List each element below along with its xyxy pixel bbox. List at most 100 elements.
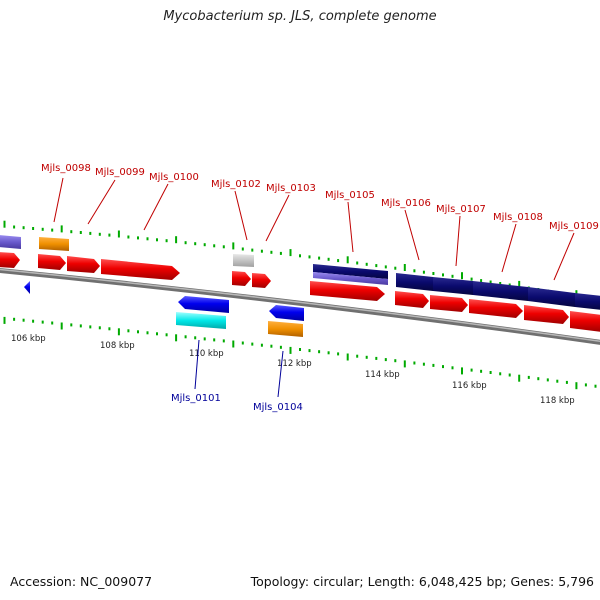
minor-tick	[222, 339, 225, 343]
minor-tick	[146, 237, 149, 241]
minor-tick	[203, 243, 206, 247]
minor-tick	[260, 249, 263, 253]
accession-text: Accession: NC_009077	[10, 574, 153, 589]
minor-tick	[13, 225, 16, 229]
protein-feature[interactable]	[575, 293, 600, 310]
minor-tick	[241, 247, 244, 251]
minor-tick	[451, 274, 454, 278]
minor-tick	[432, 272, 435, 275]
minor-tick	[41, 320, 44, 324]
gene-label[interactable]: Mjls_0098	[41, 163, 91, 174]
minor-tick	[241, 341, 244, 345]
scale-label: 110 kbp	[189, 349, 224, 359]
cds-forward-arrow[interactable]	[101, 259, 180, 280]
major-tick	[175, 334, 178, 342]
minor-tick	[279, 251, 282, 255]
cds-forward-arrow[interactable]	[570, 311, 600, 332]
protein-feature[interactable]	[528, 287, 575, 307]
cds-reverse-feature[interactable]	[176, 312, 226, 329]
minor-tick	[356, 354, 359, 358]
cds-reverse-arrow[interactable]	[178, 296, 229, 313]
major-tick	[403, 360, 406, 368]
scale-label: 112 kbp	[277, 359, 312, 369]
gene-label[interactable]: Mjls_0109	[549, 221, 599, 232]
minor-tick	[365, 355, 368, 359]
cds-forward-arrow[interactable]	[469, 299, 523, 318]
gene-label[interactable]: Mjls_0102	[211, 179, 261, 190]
minor-tick	[327, 257, 330, 261]
minor-tick	[108, 327, 111, 331]
minor-tick	[470, 368, 473, 372]
gene-label[interactable]: Mjls_0100	[149, 172, 199, 183]
minor-tick	[365, 262, 368, 266]
minor-tick	[79, 324, 82, 328]
minor-tick	[480, 369, 483, 373]
minor-tick	[394, 266, 397, 270]
major-tick	[3, 220, 6, 228]
protein-feature[interactable]	[233, 254, 254, 267]
cds-forward-arrow[interactable]	[430, 295, 468, 312]
minor-tick	[442, 273, 444, 277]
protein-feature[interactable]	[39, 237, 69, 251]
cds-forward-arrow[interactable]	[395, 291, 429, 308]
bottom-leader-lines	[194, 339, 284, 398]
protein-feature[interactable]	[0, 235, 21, 249]
minor-tick	[194, 336, 197, 340]
protein-feature[interactable]	[473, 281, 528, 301]
cds-forward-arrow[interactable]	[232, 271, 251, 286]
minor-tick	[308, 255, 311, 259]
scale-label: 118 kbp	[540, 396, 575, 406]
minor-tick	[260, 343, 263, 347]
minor-tick	[213, 338, 216, 342]
gene-label[interactable]: Mjls_0099	[95, 167, 145, 178]
minor-tick	[165, 239, 168, 243]
minor-tick	[422, 362, 425, 366]
cds-forward-arrow[interactable]	[38, 254, 66, 270]
protein-feature[interactable]	[313, 272, 388, 285]
major-tick	[403, 264, 406, 271]
minor-tick	[251, 342, 254, 346]
minor-tick	[394, 359, 397, 363]
minor-tick	[384, 358, 387, 362]
gene-label[interactable]: Mjls_0103	[266, 183, 316, 194]
minor-tick	[127, 235, 130, 239]
major-tick	[117, 328, 120, 336]
major-tick	[518, 374, 521, 382]
minor-tick	[270, 250, 273, 254]
minor-tick	[98, 326, 101, 330]
scale-label: 106 kbp	[11, 334, 46, 344]
scale-label: 108 kbp	[100, 341, 135, 351]
minor-tick	[32, 319, 35, 323]
cds-reverse-feature[interactable]	[268, 321, 303, 337]
major-tick	[289, 346, 292, 354]
cds-forward-arrow[interactable]	[252, 273, 271, 288]
gene-label[interactable]: Mjls_0108	[493, 212, 543, 223]
gene-label[interactable]: Mjls_0101	[171, 393, 221, 404]
gene-label[interactable]: Mjls_0105	[325, 190, 375, 201]
protein-feature[interactable]	[433, 277, 473, 295]
gene-label[interactable]: Mjls_0104	[253, 402, 303, 413]
cds-reverse-arrow[interactable]	[24, 281, 30, 294]
minor-tick	[299, 348, 301, 351]
protein-feature[interactable]	[313, 264, 388, 279]
minor-tick	[375, 264, 378, 268]
cds-forward-arrow[interactable]	[67, 256, 100, 273]
minor-tick	[41, 227, 44, 231]
cds-forward-arrow[interactable]	[310, 281, 385, 301]
minor-tick	[318, 350, 321, 354]
minor-tick	[508, 283, 511, 287]
minor-tick	[499, 282, 502, 285]
cds-forward-arrow[interactable]	[524, 305, 569, 324]
minor-tick	[127, 329, 130, 333]
minor-tick	[413, 361, 416, 365]
gene-label[interactable]: Mjls_0106	[381, 198, 431, 209]
gene-label[interactable]: Mjls_0107	[436, 204, 486, 215]
minor-tick	[70, 323, 73, 327]
minor-tick	[318, 256, 321, 260]
cds-reverse-arrow[interactable]	[269, 305, 304, 321]
minor-tick	[22, 226, 25, 230]
cds-forward-arrow[interactable]	[0, 252, 20, 268]
protein-feature[interactable]	[396, 273, 433, 291]
minor-tick	[356, 261, 359, 265]
